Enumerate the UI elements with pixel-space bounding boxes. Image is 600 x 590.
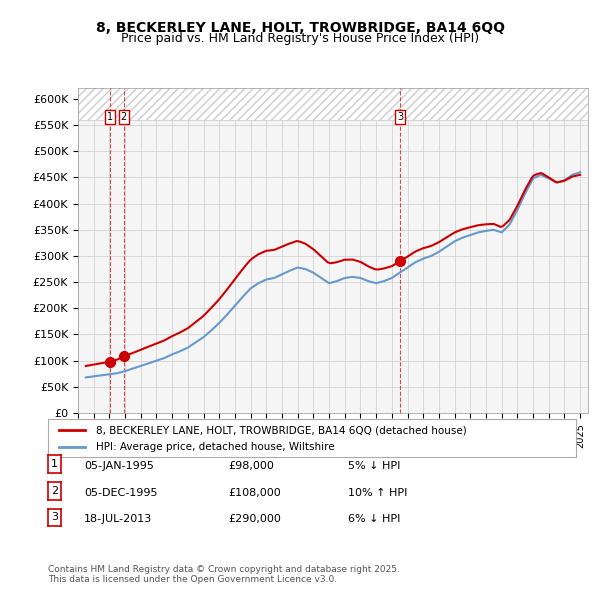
Text: 2: 2	[51, 486, 58, 496]
Text: Price paid vs. HM Land Registry's House Price Index (HPI): Price paid vs. HM Land Registry's House …	[121, 32, 479, 45]
Text: 8, BECKERLEY LANE, HOLT, TROWBRIDGE, BA14 6QQ: 8, BECKERLEY LANE, HOLT, TROWBRIDGE, BA1…	[95, 21, 505, 35]
Text: 18-JUL-2013: 18-JUL-2013	[84, 514, 152, 524]
Text: 05-JAN-1995: 05-JAN-1995	[84, 461, 154, 471]
Text: £98,000: £98,000	[228, 461, 274, 471]
Text: HPI: Average price, detached house, Wiltshire: HPI: Average price, detached house, Wilt…	[95, 442, 334, 453]
Text: 5% ↓ HPI: 5% ↓ HPI	[348, 461, 400, 471]
Text: £108,000: £108,000	[228, 488, 281, 497]
Text: 05-DEC-1995: 05-DEC-1995	[84, 488, 157, 497]
Text: 1: 1	[51, 460, 58, 469]
Text: 3: 3	[51, 513, 58, 522]
Text: 1: 1	[107, 112, 113, 122]
Bar	[78, 63, 588, 120]
Text: £290,000: £290,000	[228, 514, 281, 524]
Text: 3: 3	[397, 112, 403, 122]
Text: 2: 2	[121, 112, 127, 122]
Text: 8, BECKERLEY LANE, HOLT, TROWBRIDGE, BA14 6QQ (detached house): 8, BECKERLEY LANE, HOLT, TROWBRIDGE, BA1…	[95, 425, 466, 435]
Text: 6% ↓ HPI: 6% ↓ HPI	[348, 514, 400, 524]
Text: 10% ↑ HPI: 10% ↑ HPI	[348, 488, 407, 497]
Text: Contains HM Land Registry data © Crown copyright and database right 2025.
This d: Contains HM Land Registry data © Crown c…	[48, 565, 400, 584]
